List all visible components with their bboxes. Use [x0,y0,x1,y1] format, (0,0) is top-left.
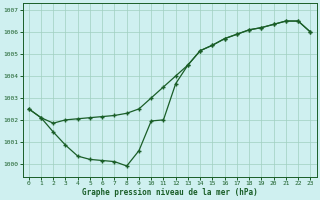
X-axis label: Graphe pression niveau de la mer (hPa): Graphe pression niveau de la mer (hPa) [82,188,258,197]
